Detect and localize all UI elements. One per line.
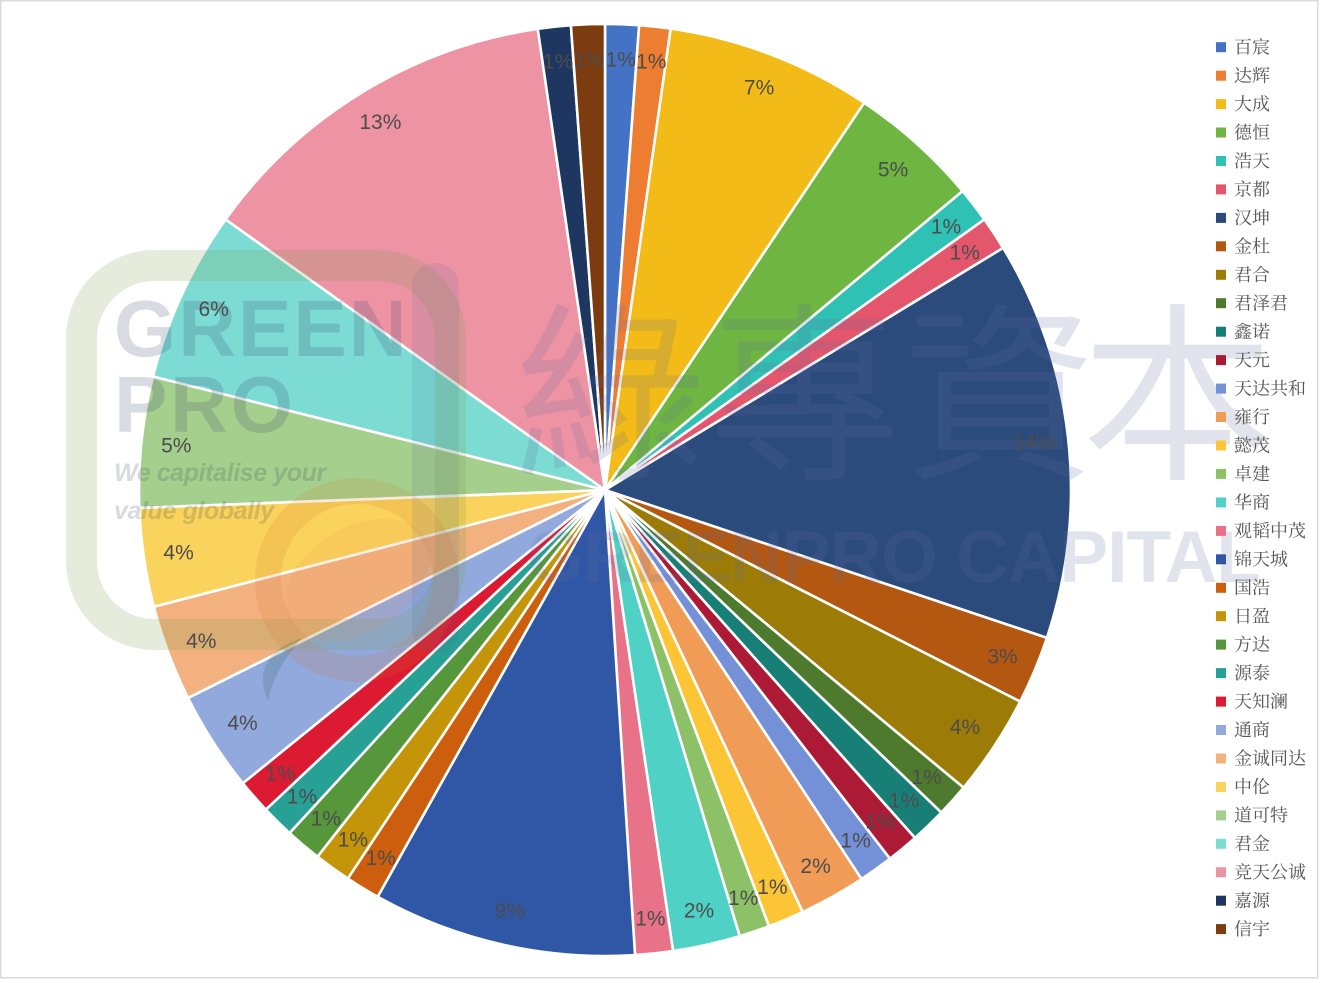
svg-text:PRO: PRO <box>114 360 296 449</box>
svg-text:1%: 1% <box>840 830 870 853</box>
svg-text:3%: 3% <box>987 646 1017 669</box>
svg-text:1%: 1% <box>911 766 941 789</box>
svg-text:1%: 1% <box>635 908 665 931</box>
svg-text:5%: 5% <box>878 159 908 182</box>
svg-text:6%: 6% <box>199 298 229 321</box>
svg-text:4%: 4% <box>950 716 980 739</box>
svg-text:4%: 4% <box>186 630 216 653</box>
svg-text:13%: 13% <box>359 111 401 134</box>
svg-text:We capitalise your: We capitalise your <box>114 459 328 487</box>
svg-text:value globally: value globally <box>114 497 275 525</box>
svg-text:1%: 1% <box>287 786 317 809</box>
svg-text:1%: 1% <box>311 808 341 831</box>
svg-text:1%: 1% <box>950 242 980 265</box>
svg-text:9%: 9% <box>495 899 525 922</box>
svg-text:1%: 1% <box>728 887 758 910</box>
svg-text:4%: 4% <box>227 712 257 735</box>
svg-text:4%: 4% <box>163 542 193 565</box>
svg-text:1%: 1% <box>757 876 787 899</box>
svg-text:GREENPRO CAPITAL: GREENPRO CAPITAL <box>527 517 1260 598</box>
svg-text:5%: 5% <box>161 434 191 457</box>
svg-text:2%: 2% <box>684 900 714 923</box>
svg-text:1%: 1% <box>606 48 636 71</box>
svg-text:7%: 7% <box>744 77 774 100</box>
svg-text:1%: 1% <box>889 789 919 812</box>
svg-text:1%: 1% <box>265 763 295 786</box>
svg-text:2%: 2% <box>800 855 830 878</box>
svg-text:1%: 1% <box>366 847 396 870</box>
svg-text:1%: 1% <box>636 51 666 74</box>
svg-text:14%: 14% <box>1012 431 1054 454</box>
svg-text:1%: 1% <box>931 215 961 238</box>
svg-text:1%: 1% <box>543 51 573 74</box>
svg-text:1%: 1% <box>865 811 895 834</box>
svg-text:1%: 1% <box>574 48 604 71</box>
svg-text:GREEN: GREEN <box>114 284 409 373</box>
svg-text:1%: 1% <box>338 829 368 852</box>
